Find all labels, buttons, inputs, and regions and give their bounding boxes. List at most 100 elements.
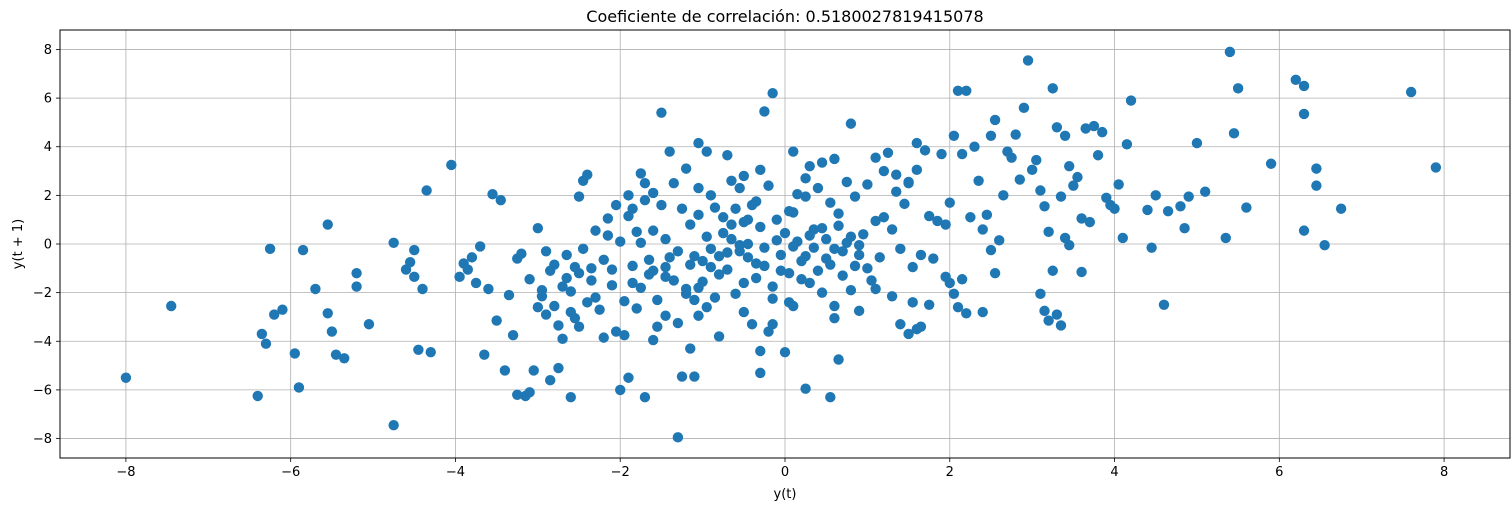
data-point xyxy=(989,267,1001,279)
data-point xyxy=(260,338,272,349)
y-tick-label: 0 xyxy=(44,238,52,253)
data-point xyxy=(812,182,824,194)
data-point xyxy=(722,264,733,275)
data-point xyxy=(1043,315,1054,326)
data-point xyxy=(573,191,585,202)
data-point xyxy=(808,242,820,253)
data-point xyxy=(1150,190,1161,201)
y-tick-label: −2 xyxy=(33,286,52,301)
data-point xyxy=(1018,102,1030,114)
y-axis-label: y(t + 1) xyxy=(11,219,26,269)
data-point xyxy=(120,372,132,383)
data-point xyxy=(936,148,947,160)
data-point xyxy=(512,389,523,400)
grid xyxy=(60,30,1510,458)
data-point xyxy=(886,224,898,235)
data-point xyxy=(693,209,704,221)
data-point xyxy=(845,118,857,129)
data-point xyxy=(1311,163,1322,174)
data-point xyxy=(606,280,618,291)
data-point xyxy=(977,224,988,235)
data-point xyxy=(693,182,704,194)
data-point xyxy=(269,309,280,320)
data-point xyxy=(804,277,815,289)
data-point xyxy=(734,182,745,194)
data-point xyxy=(1026,164,1038,176)
data-point xyxy=(1405,86,1417,98)
y-tick-label: 6 xyxy=(44,92,52,107)
data-point xyxy=(524,274,535,285)
data-point xyxy=(1031,154,1042,166)
data-point xyxy=(606,264,618,275)
data-point xyxy=(1051,122,1063,133)
data-point xyxy=(833,220,844,231)
data-point xyxy=(853,240,865,251)
data-point xyxy=(647,187,659,199)
data-point xyxy=(788,146,799,157)
data-point xyxy=(1080,123,1091,134)
data-point xyxy=(647,265,659,276)
data-point xyxy=(594,304,605,315)
data-point xyxy=(849,191,861,202)
data-point xyxy=(940,219,951,230)
data-point xyxy=(713,331,725,342)
data-point xyxy=(961,85,972,96)
data-point xyxy=(685,219,696,230)
data-point xyxy=(961,308,972,319)
data-point xyxy=(792,188,803,200)
data-point xyxy=(1298,108,1310,120)
data-point xyxy=(1298,225,1310,236)
data-point xyxy=(800,383,811,394)
data-point xyxy=(553,362,564,374)
x-tick-label: −6 xyxy=(281,465,300,480)
data-point xyxy=(713,269,725,280)
data-point xyxy=(923,210,935,222)
data-point xyxy=(1047,83,1058,94)
data-point xyxy=(998,190,1009,201)
data-point xyxy=(256,328,268,340)
data-point xyxy=(919,145,931,156)
data-point xyxy=(602,230,614,241)
data-point xyxy=(685,259,696,270)
data-point xyxy=(693,310,704,321)
data-point xyxy=(544,374,556,386)
data-point xyxy=(849,260,861,272)
data-point xyxy=(767,88,778,99)
data-point xyxy=(1064,160,1075,172)
data-point xyxy=(948,288,960,300)
data-point xyxy=(631,226,642,238)
data-point xyxy=(166,300,177,312)
data-point xyxy=(845,285,857,296)
x-tick-label: −2 xyxy=(611,465,630,480)
data-point xyxy=(1162,205,1174,217)
data-point xyxy=(1022,55,1034,66)
data-point xyxy=(553,320,564,331)
x-tick-label: 2 xyxy=(946,465,954,480)
data-point xyxy=(524,387,535,398)
data-point xyxy=(516,248,527,259)
data-point xyxy=(915,249,927,261)
data-point xyxy=(825,197,836,208)
data-point xyxy=(709,292,721,303)
data-point xyxy=(557,333,568,345)
data-point xyxy=(915,321,927,332)
data-point xyxy=(619,295,630,307)
data-point xyxy=(985,130,997,141)
data-point xyxy=(668,275,679,286)
data-point xyxy=(602,213,614,224)
data-point xyxy=(1055,191,1067,202)
data-point xyxy=(870,283,881,295)
data-point xyxy=(1088,120,1100,132)
data-point xyxy=(862,179,873,190)
data-point xyxy=(1158,299,1170,310)
data-point xyxy=(750,272,762,284)
data-point xyxy=(911,164,923,176)
data-point xyxy=(495,195,506,206)
data-point xyxy=(746,319,758,330)
data-point xyxy=(528,365,539,376)
data-point xyxy=(322,308,333,319)
data-point xyxy=(672,317,684,329)
data-point xyxy=(1319,240,1330,251)
data-point xyxy=(598,254,609,266)
data-point xyxy=(615,236,626,247)
